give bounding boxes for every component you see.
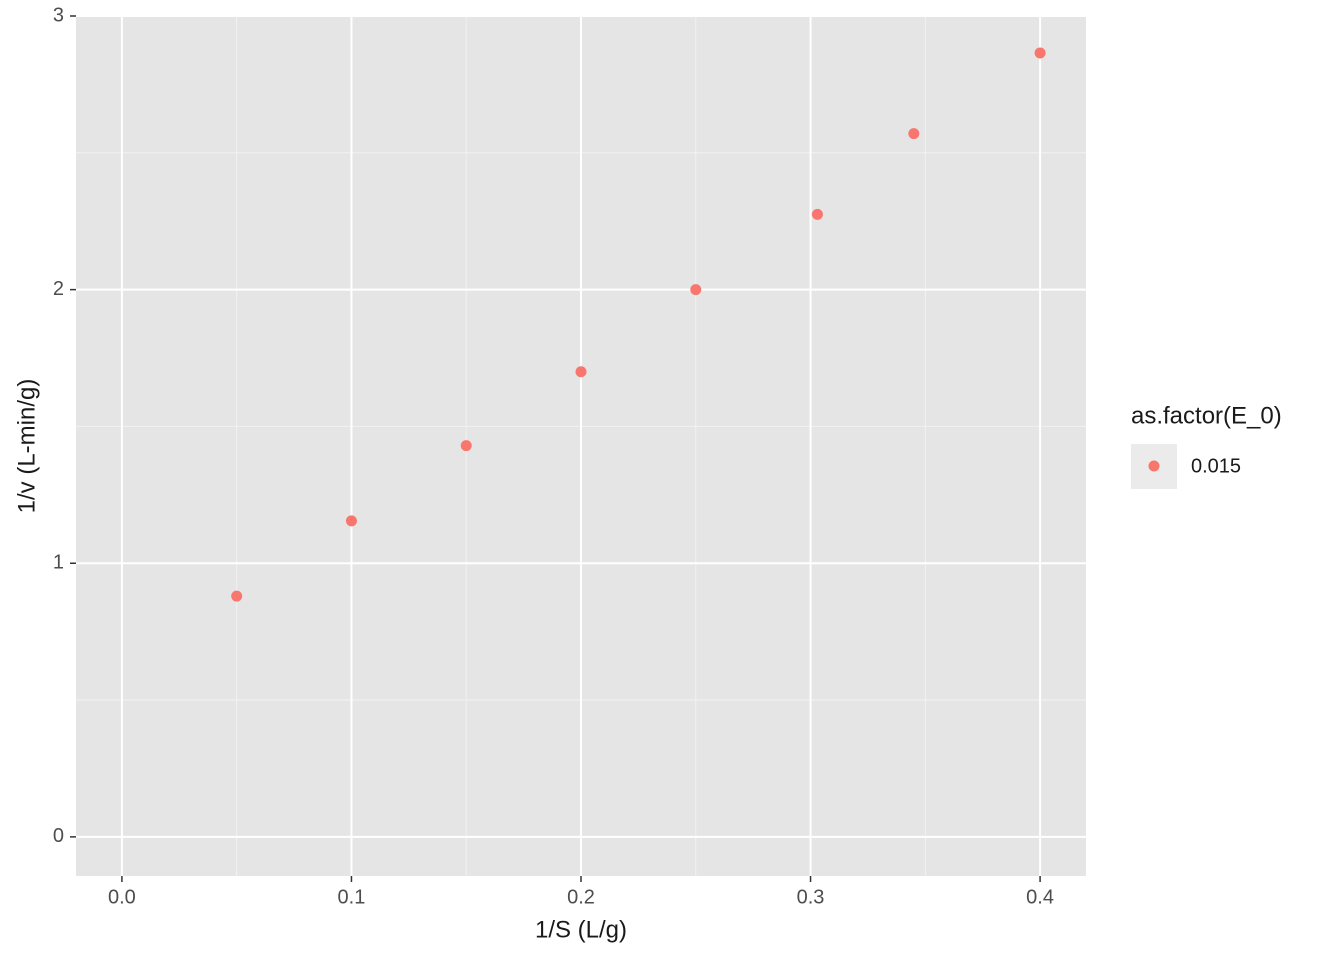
legend: 0.015 xyxy=(1148,455,1241,477)
point xyxy=(908,128,920,140)
point xyxy=(811,208,823,220)
points xyxy=(231,47,1046,602)
x-tick-label: 0.2 xyxy=(567,886,595,908)
point xyxy=(345,515,357,527)
legend-marker xyxy=(1148,460,1160,472)
point xyxy=(460,440,472,452)
point xyxy=(575,366,587,378)
y-tick-label: 3 xyxy=(53,4,64,26)
x-tick-label: 0.0 xyxy=(108,886,136,908)
point xyxy=(1034,47,1046,59)
y-tick-label: 1 xyxy=(53,552,64,574)
point xyxy=(231,590,243,602)
legend-title: as.factor(E_0) xyxy=(1131,402,1282,429)
y-tick-label: 0 xyxy=(53,825,64,847)
x-tick-label: 0.4 xyxy=(1026,886,1054,908)
x-tick-label: 0.1 xyxy=(338,886,366,908)
x-axis-title: 1/S (L/g) xyxy=(535,916,627,943)
y-tick-label: 2 xyxy=(53,278,64,300)
legend-label: 0.015 xyxy=(1191,455,1241,477)
y-axis-title: 1/v (L-min/g) xyxy=(13,379,40,514)
grid xyxy=(76,15,1086,876)
x-tick-label: 0.3 xyxy=(797,886,825,908)
point xyxy=(690,284,702,296)
